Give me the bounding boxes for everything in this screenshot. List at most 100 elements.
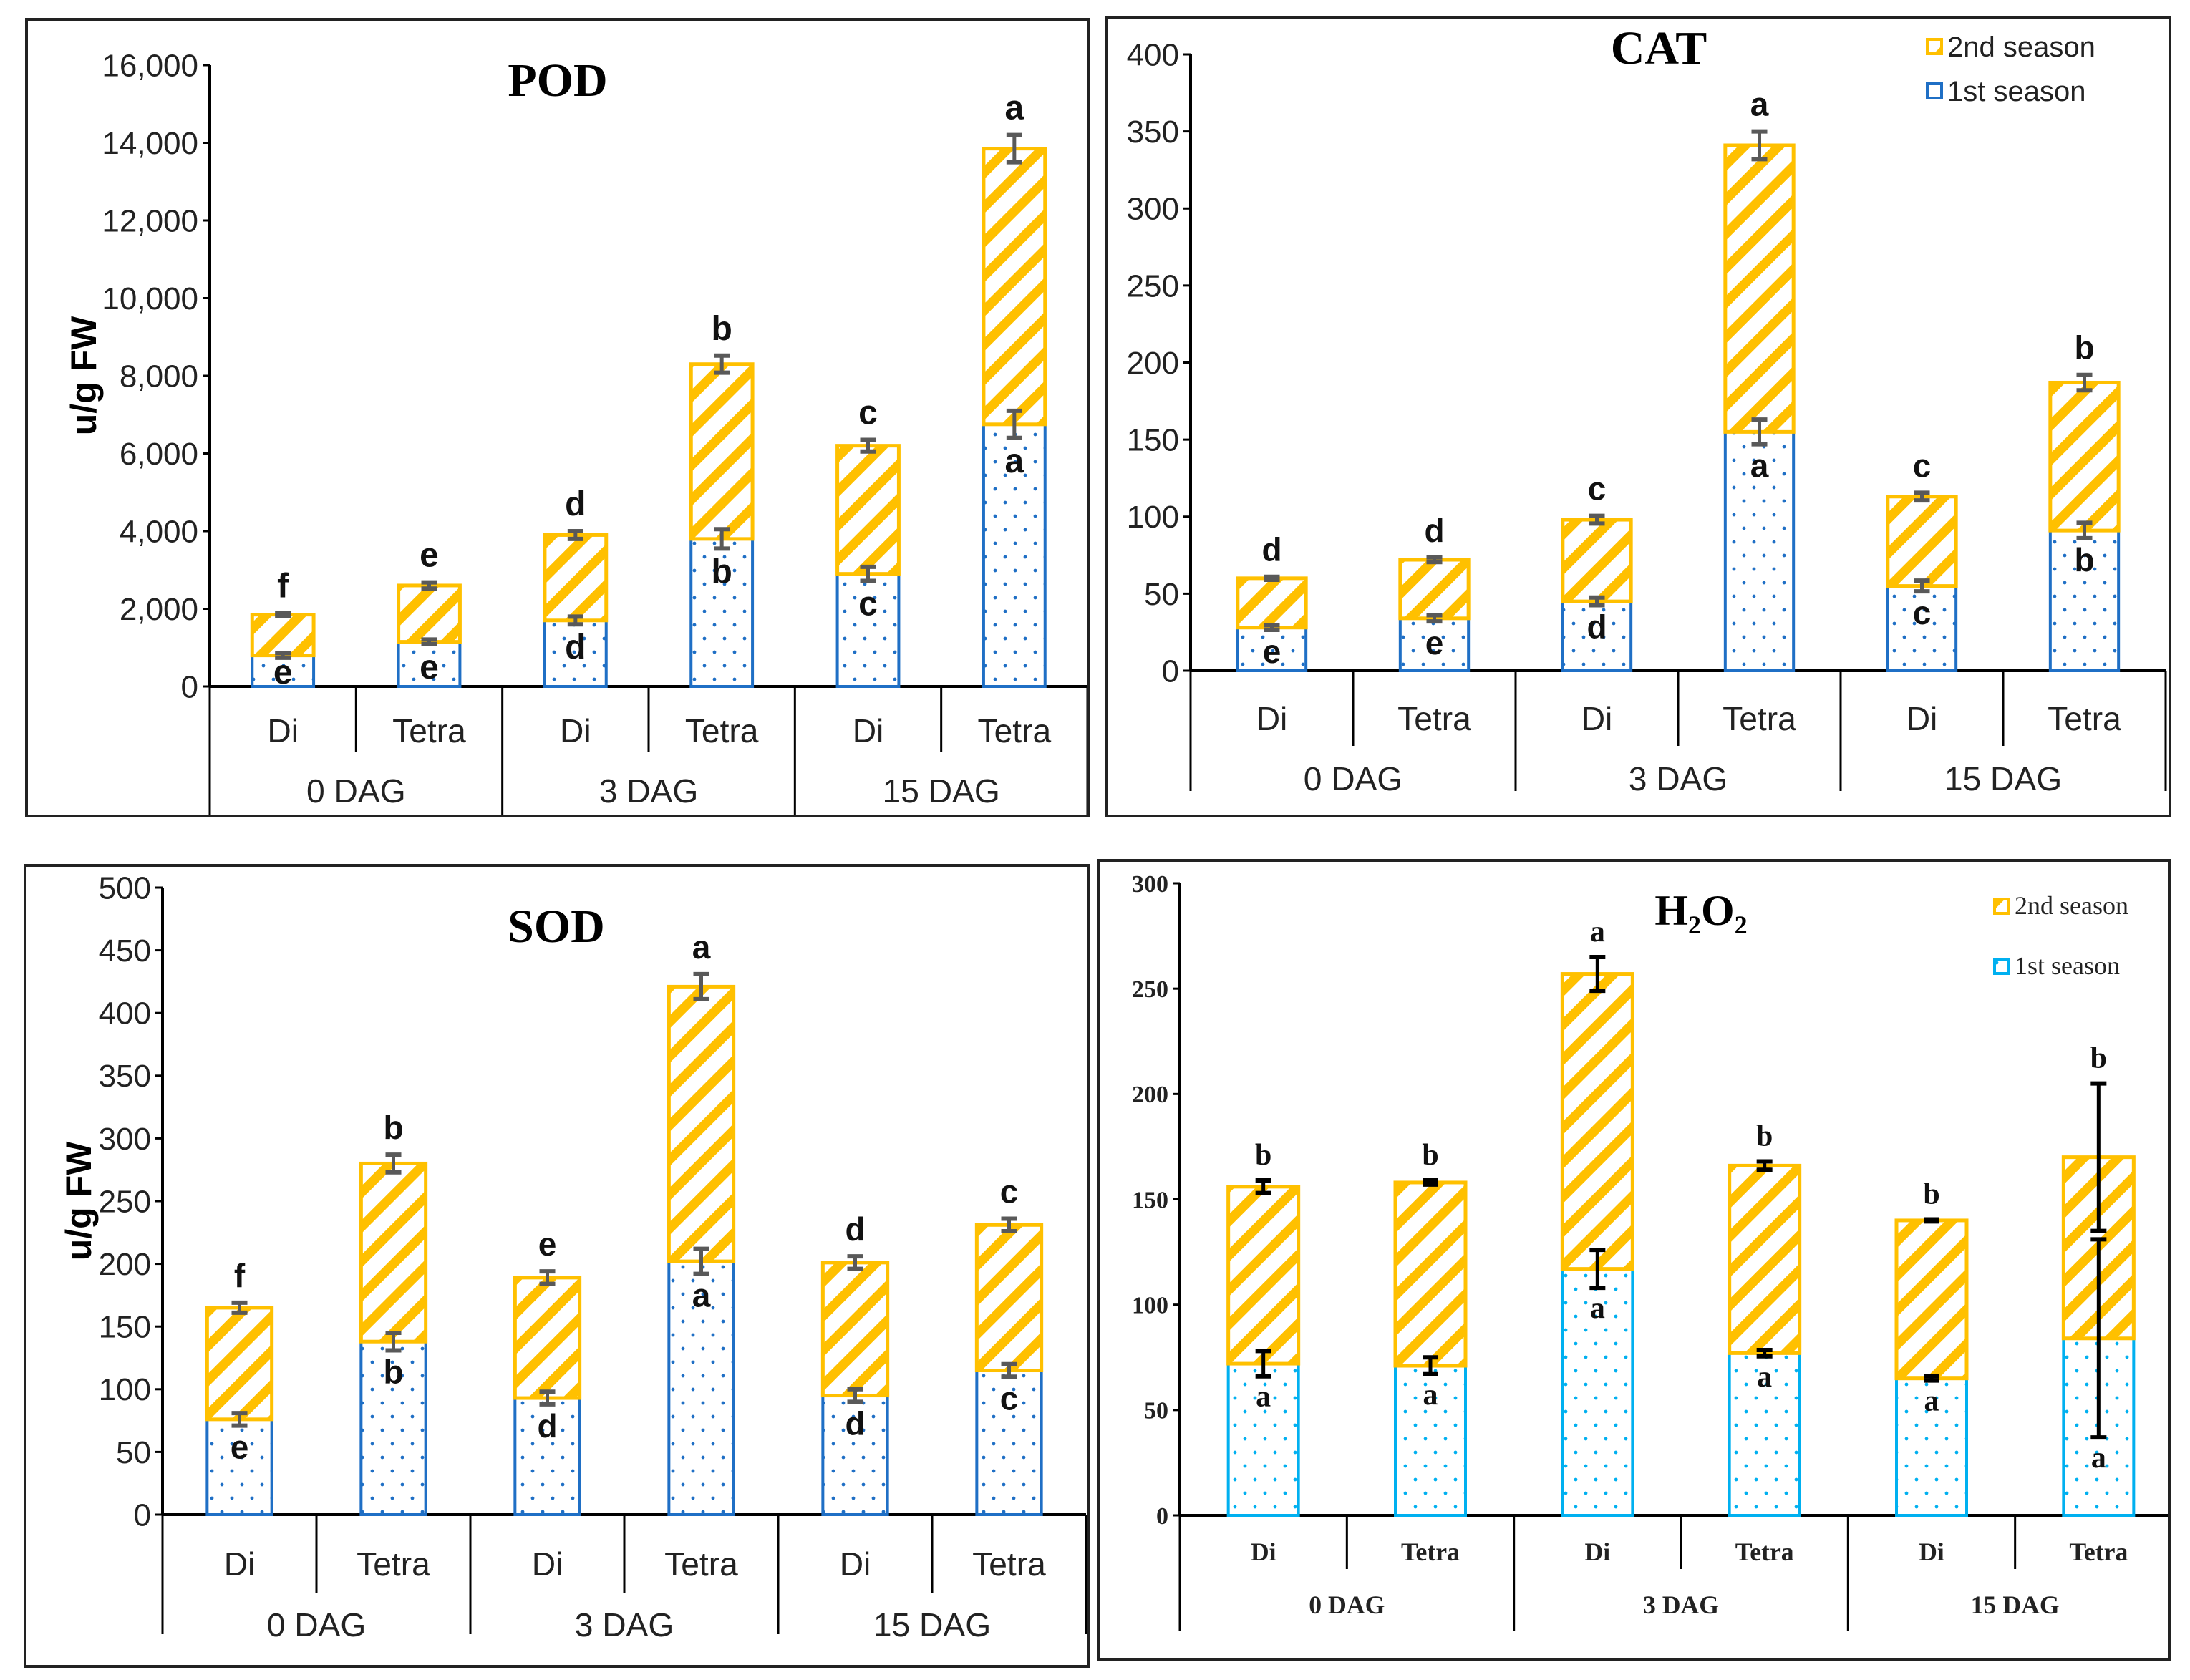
significance-letter-2nd: b — [1255, 1139, 1271, 1172]
y-tick-label: 150 — [99, 1310, 151, 1345]
x-category-label: Tetra — [664, 1545, 738, 1583]
y-tick-label: 2,000 — [120, 592, 198, 627]
bar-1st-season — [397, 640, 462, 688]
legend-swatch-2nd-season — [1993, 898, 2010, 915]
x-category-label: Di — [532, 1545, 563, 1583]
significance-letter-1st: e — [273, 654, 293, 691]
chart-title: H2O2 — [1654, 887, 1747, 939]
y-tick-label: 200 — [99, 1247, 151, 1282]
bar-2nd-season — [543, 533, 609, 623]
cat-chart-panel: 0 50 100 150 200 250 300 350 400 Di Tetra Di Tetra Di… — [1105, 16, 2171, 817]
significance-letter-2nd: f — [234, 1257, 246, 1294]
y-tick-label: 100 — [1127, 500, 1179, 535]
significance-letter-1st: a — [1590, 1292, 1605, 1325]
bar-1st-season — [1236, 626, 1308, 672]
legend-label: 2nd season — [2015, 891, 2128, 920]
chart-title: POD — [508, 54, 607, 107]
y-tick-label: 300 — [1132, 871, 1168, 898]
bar-2nd-season — [397, 583, 462, 644]
bar-2nd-season — [1226, 1185, 1301, 1366]
legend-label: 1st season — [1947, 76, 2085, 107]
h2o2-chart-panel: 0 50 100 150 200 250 300 Di Tetra Di Tetra Di Tetra 0… — [1097, 859, 2171, 1661]
x-category-label: Di — [1251, 1538, 1276, 1566]
bar-1st-season — [835, 572, 901, 688]
bar-1st-season — [1728, 1351, 1801, 1518]
bar-2nd-season — [1886, 495, 1958, 588]
y-tick-label: 8,000 — [120, 359, 198, 394]
significance-letter-2nd: b — [2090, 1042, 2107, 1075]
significance-letter-1st: b — [712, 553, 732, 591]
significance-letter-1st: b — [2074, 541, 2094, 578]
significance-letter-2nd: b — [1923, 1178, 1939, 1210]
x-category-label: Tetra — [2048, 700, 2121, 737]
legend-label: 2nd season — [1947, 31, 2095, 63]
significance-letter-2nd: b — [712, 310, 732, 348]
x-category-label: Di — [560, 712, 591, 749]
x-category-label: Tetra — [392, 712, 466, 749]
chart-title: CAT — [1611, 22, 1707, 74]
significance-letter-2nd: a — [1750, 86, 1769, 123]
significance-letter-2nd: c — [1913, 447, 1932, 484]
bar-2nd-season — [1398, 558, 1471, 621]
y-tick-label: 50 — [1144, 577, 1179, 612]
bar-2nd-season — [667, 984, 736, 1263]
significance-letter-2nd: e — [420, 537, 439, 575]
bar-2nd-season — [250, 613, 316, 658]
significance-letter-2nd: d — [565, 485, 586, 523]
significance-letter-2nd: c — [1000, 1173, 1019, 1210]
x-category-label: Di — [1919, 1538, 1944, 1566]
significance-letter-2nd: b — [1756, 1120, 1773, 1153]
significance-letter-1st: a — [1924, 1385, 1939, 1418]
significance-letter-1st: c — [1000, 1379, 1019, 1417]
bar-2nd-season — [1894, 1218, 1969, 1381]
pod-chart: 0 2,000 4,000 6,000 8,000 10,000 12,000 14,000 1… — [64, 48, 1087, 815]
y-tick-label: 0 — [1156, 1503, 1168, 1530]
sod-chart-panel: 0 50 100 150 200 250 300 350 400 450 500 Di Tetra Di T… — [24, 864, 1090, 1668]
pod-chart-panel: 0 2,000 4,000 6,000 8,000 10,000 12,000 14,000 1… — [25, 18, 1090, 817]
bar-2nd-season — [205, 1306, 274, 1422]
significance-letter-1st: d — [537, 1407, 557, 1444]
y-tick-label: 50 — [116, 1435, 151, 1470]
x-category-label: Di — [267, 712, 299, 749]
legend-swatch-1st-season — [1993, 958, 2010, 975]
significance-letter-2nd: a — [1590, 916, 1605, 948]
bar-1st-season — [821, 1394, 889, 1516]
h2o2-chart: 0 50 100 150 200 250 300 Di Tetra Di Tetra Di Tetra 0… — [1132, 871, 2168, 1631]
y-tick-label: 150 — [1127, 423, 1179, 458]
bar-2nd-season — [1723, 143, 1796, 434]
x-category-label: Di — [853, 712, 884, 749]
x-group-label: 3 DAG — [1629, 760, 1728, 797]
x-category-label: Di — [224, 1545, 256, 1583]
bar-2nd-season — [689, 362, 755, 541]
y-tick-label: 100 — [1132, 1293, 1168, 1319]
x-category-label: Tetra — [2069, 1538, 2128, 1566]
x-category-label: Di — [1584, 1538, 1610, 1566]
significance-letter-1st: c — [858, 585, 878, 623]
y-tick-label: 300 — [1127, 192, 1179, 227]
bar-2nd-season — [1728, 1163, 1802, 1355]
y-tick-label: 16,000 — [102, 48, 198, 83]
x-group-label: 0 DAG — [306, 772, 406, 810]
bar-2nd-season — [1561, 518, 1633, 603]
y-tick-label: 350 — [1127, 115, 1179, 150]
y-tick-label: 400 — [1127, 37, 1179, 72]
y-axis-label: u/g FW — [64, 316, 104, 435]
x-category-label: Di — [1906, 700, 1938, 737]
y-tick-label: 200 — [1127, 346, 1179, 381]
y-tick-label: 300 — [99, 1122, 151, 1157]
bar-2nd-season — [359, 1161, 428, 1344]
x-category-label: Tetra — [1723, 700, 1796, 737]
bar-1st-season — [205, 1417, 273, 1517]
chart-title: SOD — [508, 900, 605, 953]
x-category-label: Di — [840, 1545, 871, 1583]
y-tick-label: 50 — [1144, 1398, 1168, 1424]
y-tick-label: 4,000 — [120, 514, 198, 549]
bar-2nd-season — [974, 1223, 1044, 1373]
bar-1st-season — [1394, 1364, 1467, 1517]
legend-label: 1st season — [2015, 951, 2120, 980]
significance-letter-1st: e — [420, 649, 439, 686]
bar-2nd-season — [1236, 576, 1308, 630]
y-tick-label: 250 — [1132, 976, 1168, 1003]
significance-letter-2nd: e — [538, 1225, 557, 1263]
bar-2nd-season — [513, 1276, 582, 1400]
